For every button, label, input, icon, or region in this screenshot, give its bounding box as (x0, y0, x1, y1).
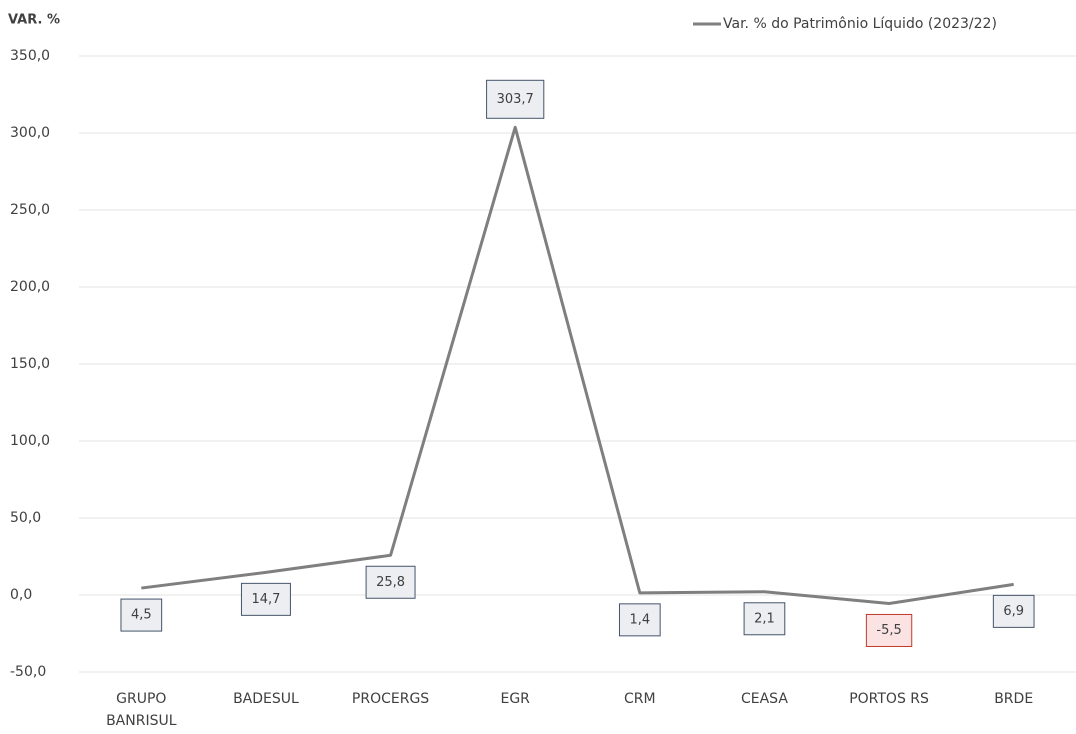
x-tick-label: CEASA (740, 691, 788, 707)
x-tick-label: GRUPO BANRISUL (106, 691, 177, 729)
x-tick-label: BRDE (994, 691, 1034, 707)
data-label-box (120, 598, 163, 632)
y-tick-label: 350,0 (10, 48, 50, 64)
data-label: 6,9 (1003, 604, 1024, 619)
data-label-box (865, 613, 913, 647)
data-label-box (240, 582, 291, 616)
y-tick-label: 250,0 (10, 202, 50, 218)
data-label-box (618, 603, 661, 637)
data-label: 303,7 (497, 92, 534, 107)
series-line (141, 125, 1014, 605)
data-label: 25,8 (376, 575, 405, 590)
x-tick-label: PROCERGS (351, 691, 430, 707)
data-label-box (992, 594, 1035, 628)
x-tick-label: PORTOS RS (849, 691, 929, 707)
data-label: -5,5 (876, 623, 901, 638)
y-tick-label: 150,0 (10, 356, 50, 372)
data-label: 14,7 (251, 592, 280, 607)
y-tick-label: 100,0 (10, 433, 50, 449)
x-tick-label: CRM (624, 691, 656, 707)
y-tick-label: 50,0 (10, 510, 41, 526)
y-axis-label: VAR. % (8, 13, 60, 28)
x-tick-label: BADESUL (233, 691, 299, 707)
data-label: 4,5 (131, 608, 152, 623)
data-label-box (486, 79, 545, 119)
legend-label: Var. % do Patrimônio Líquido (2023/22) (723, 16, 997, 32)
data-label-box (743, 602, 786, 636)
y-tick-label: -50,0 (10, 664, 46, 680)
y-tick-label: 200,0 (10, 279, 50, 295)
y-tick-label: 300,0 (10, 125, 50, 141)
data-label-box (365, 565, 416, 599)
x-tick-label: EGR (500, 691, 530, 707)
data-label: 2,1 (754, 611, 775, 626)
y-tick-label: 0,0 (10, 587, 32, 603)
data-label: 1,4 (629, 612, 650, 627)
